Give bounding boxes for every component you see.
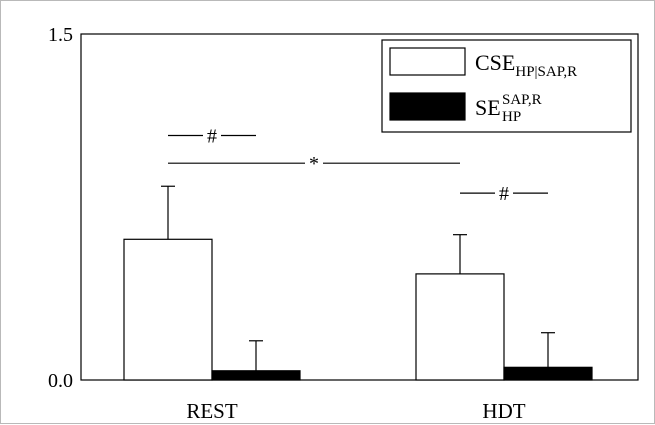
bar-hdt-series-1: [415, 273, 505, 381]
significance-marker-2: *: [168, 153, 460, 175]
significance-symbol: #: [499, 183, 509, 205]
error-bar-rest-series-1: [161, 185, 175, 240]
error-bar-hdt-series-1: [453, 234, 467, 274]
significance-symbol: #: [207, 125, 217, 147]
plot-area: [80, 33, 639, 381]
bar-hdt-series-2: [503, 366, 593, 381]
legend-swatch-2: [389, 92, 466, 121]
y-tick-label: 1.5: [48, 24, 73, 46]
significance-symbol: *: [309, 153, 319, 175]
x-tick-label-hdt: HDT: [482, 399, 525, 423]
legend-label-1: CSEHP|SAP,R: [475, 50, 577, 80]
error-bar-rest-series-2: [249, 340, 263, 371]
bar-rest-series-2: [211, 370, 301, 381]
legend-label-subscript: HP: [502, 109, 521, 125]
error-bar-hdt-series-2: [541, 332, 555, 368]
legend-label-2: SE: [475, 95, 501, 120]
bar-rest-series-1: [123, 238, 213, 381]
significance-marker-3: #: [460, 183, 548, 205]
legend-label-superscript: SAP,R: [502, 92, 542, 108]
x-tick-label-rest: REST: [186, 399, 238, 423]
legend-swatch-1: [389, 47, 466, 76]
y-tick-label: 0.0: [48, 370, 73, 392]
significance-marker-1: #: [168, 125, 256, 147]
